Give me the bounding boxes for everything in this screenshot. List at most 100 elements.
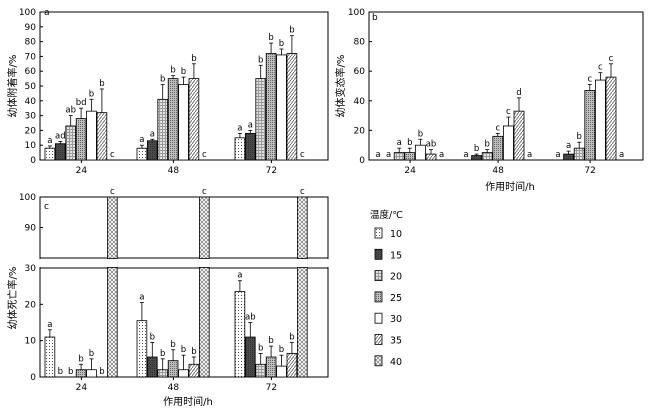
- bar: [55, 143, 66, 161]
- bar: [563, 153, 574, 161]
- significance-label: b: [68, 367, 73, 377]
- bar: [157, 98, 169, 161]
- bar: [188, 363, 200, 378]
- significance-label: a: [566, 141, 571, 151]
- significance-label: c: [300, 150, 305, 160]
- significance-label: a: [139, 293, 144, 303]
- y-tick-label: 60: [354, 67, 366, 77]
- y-tick-label: 20: [25, 300, 37, 310]
- bar: [44, 336, 56, 378]
- significance-label: b: [289, 26, 294, 36]
- significance-label: a: [47, 136, 52, 146]
- bar: [265, 356, 277, 378]
- bar: [234, 291, 246, 378]
- bar: [244, 132, 256, 161]
- significance-label: a: [619, 150, 624, 160]
- x-tick-label: 24: [404, 166, 416, 176]
- x-tick-label: 48: [168, 383, 180, 393]
- bar: [255, 363, 267, 378]
- bar: [136, 320, 148, 378]
- bar: [404, 152, 416, 161]
- significance-label: ab: [426, 140, 437, 150]
- bar: [584, 90, 596, 161]
- significance-label: b: [258, 55, 263, 65]
- legend-label: 35: [390, 336, 402, 347]
- bar: [167, 360, 179, 378]
- bar-break-gap: [106, 259, 118, 267]
- bar: [44, 147, 56, 161]
- bar: [157, 369, 169, 378]
- significance-label: c: [110, 150, 115, 160]
- significance-label: c: [110, 187, 115, 197]
- significance-label: b: [78, 354, 83, 364]
- bar: [178, 369, 189, 378]
- y-tick-label: 90: [25, 23, 37, 33]
- bar: [96, 112, 108, 161]
- y-tick-label: 40: [354, 97, 366, 107]
- panel-c-xlabel: 作用时间/h: [163, 395, 213, 408]
- significance-label: a: [150, 129, 155, 139]
- bar: [146, 356, 158, 378]
- legend-swatch: [374, 291, 383, 303]
- panel-b-ylabel: 幼体变态率/%: [334, 55, 347, 118]
- y-tick-label: 80: [354, 38, 366, 48]
- significance-label: c: [506, 107, 511, 117]
- x-tick-label: 48: [168, 166, 180, 176]
- panel-letter: a: [44, 8, 50, 18]
- significance-label: ad: [55, 132, 66, 142]
- y-tick-label: 0: [359, 156, 365, 166]
- significance-label: b: [418, 129, 423, 139]
- y-tick-label: 90: [25, 224, 37, 234]
- legend-swatch: [374, 355, 383, 367]
- bar: [276, 54, 287, 161]
- bar: [167, 78, 179, 161]
- significance-label: a: [439, 150, 444, 160]
- y-tick-label: 10: [25, 141, 37, 151]
- bar: [286, 53, 298, 161]
- bar-break-gap: [198, 259, 210, 267]
- significance-label: b: [99, 367, 104, 377]
- significance-label: b: [474, 144, 479, 154]
- significance-label: b: [170, 340, 175, 350]
- significance-label: a: [527, 150, 532, 160]
- significance-label: a: [237, 123, 242, 133]
- significance-label: b: [89, 89, 94, 99]
- significance-label: c: [495, 123, 500, 133]
- y-tick-label: 60: [25, 67, 37, 77]
- bar: [234, 137, 246, 161]
- bar: [188, 78, 200, 161]
- significance-label: c: [202, 150, 207, 160]
- bar: [86, 110, 97, 161]
- y-tick-label: 40: [25, 97, 37, 107]
- bar: [255, 78, 267, 161]
- significance-label: b: [268, 336, 273, 346]
- significance-label: d: [516, 88, 521, 98]
- significance-label: b: [191, 347, 196, 357]
- significance-label: a: [47, 320, 52, 330]
- significance-label: b: [181, 67, 186, 77]
- significance-label: c: [300, 187, 305, 197]
- legend-label: 10: [390, 229, 402, 240]
- bar: [573, 147, 585, 161]
- y-tick-label: 10: [25, 337, 37, 347]
- significance-label: b: [150, 332, 155, 342]
- significance-label: a: [555, 150, 560, 160]
- legend-items: 10 15 20 25 30 35 40: [374, 227, 402, 368]
- significance-label: b: [484, 140, 489, 150]
- significance-label: c: [202, 187, 207, 197]
- bar: [296, 196, 308, 378]
- bar: [393, 152, 405, 161]
- y-tick-label: 0: [30, 156, 36, 166]
- significance-label: b: [279, 39, 284, 49]
- axis-break-gap: [39, 259, 329, 267]
- x-tick-label: 72: [266, 383, 277, 393]
- y-tick-label: 20: [25, 126, 37, 136]
- legend-swatch: [374, 334, 383, 345]
- bar: [471, 155, 483, 161]
- x-tick-label: 72: [266, 166, 277, 176]
